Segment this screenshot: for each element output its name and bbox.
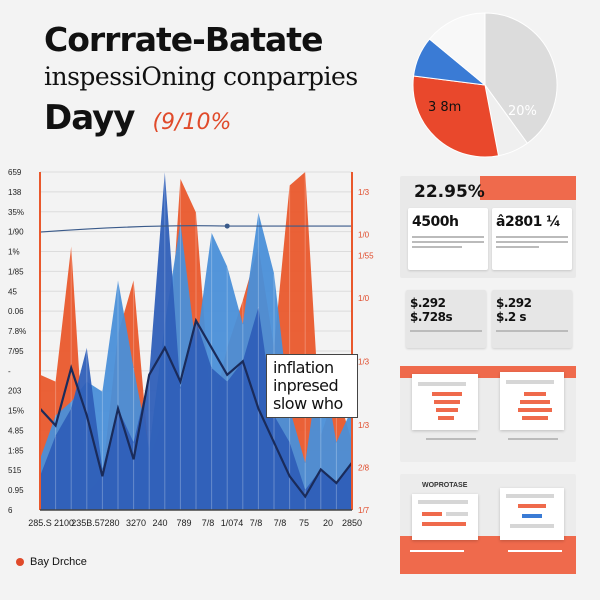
panel-1-header-value: 22.95% — [414, 182, 485, 202]
panel-2-card-2: $.292 $.2 s — [492, 290, 572, 348]
brand-logo-icon — [16, 558, 24, 566]
y-left-tick-label: 515 — [8, 466, 22, 475]
y-left-tick-label: 35% — [8, 208, 24, 217]
x-tick-label: 2100 — [54, 518, 74, 528]
pie-slice-1 — [484, 12, 558, 144]
callout-line-2: inpresed — [273, 376, 339, 395]
series-area-3 — [40, 172, 352, 510]
y-left-tick-label: 6 — [8, 506, 13, 515]
panel-3-doc-1 — [412, 374, 478, 430]
stats-panel-3 — [400, 366, 576, 462]
chart-callout: inflation inpresed slow who — [266, 354, 358, 418]
pie-label-left: 3 8m — [428, 100, 462, 115]
panel-1-card-1-value: 4500h — [412, 214, 459, 230]
callout-line-3: slow who — [273, 394, 343, 413]
title-line-1: Corrrate-Batate — [44, 20, 323, 59]
x-tick-label: 7/8 — [274, 518, 287, 528]
x-tick-label: 3270 — [126, 518, 146, 528]
pie-slice-3 — [412, 75, 500, 158]
pie-label-right: 20% — [508, 104, 537, 119]
reference-marker — [224, 223, 230, 229]
y-left-tick-label: 1/90 — [8, 228, 24, 237]
reference-line — [39, 225, 352, 233]
y-left-tick-label: 203 — [8, 387, 22, 396]
x-tick-label: 75 — [299, 518, 309, 528]
panel-3-doc-2 — [500, 372, 564, 430]
line-series — [39, 317, 353, 499]
title-percent: (9/10% — [152, 110, 232, 135]
footer-brand: Bay Drchce — [16, 556, 87, 568]
y-left-tick-label: 45 — [8, 287, 17, 296]
brand-name: Bay Drchce — [30, 556, 87, 568]
y-left-tick-label: 1/85 — [8, 267, 24, 276]
y-left-tick-label: 4.85 — [8, 426, 24, 435]
y-left-tick-label: - — [8, 367, 11, 376]
y-right-tick-label: 1/3 — [358, 188, 370, 197]
stats-panel-4: WOPROTASE — [400, 474, 576, 574]
y-right-tick-label: 1/0 — [358, 294, 370, 303]
y-left-tick-label: 659 — [8, 168, 22, 177]
panel-2-card-2-bottom: $.2 s — [496, 310, 527, 324]
x-tick-label: 1/074 — [221, 518, 244, 528]
y-left-tick-label: 7.8% — [8, 327, 26, 336]
y-right-tick-label: 1/55 — [358, 252, 374, 261]
stats-panel-1: 22.95% 4500h â2801 ¼ — [400, 176, 576, 278]
title-day: Dayy — [44, 98, 135, 138]
title-line-3: Dayy (9/10% — [44, 98, 384, 138]
y-left-tick-label: 15% — [8, 407, 24, 416]
panel-4-doc-2 — [500, 488, 564, 540]
x-tick-label: 789 — [176, 518, 191, 528]
x-tick-label: 280 — [104, 518, 119, 528]
y-right-tick-label: 1/7 — [358, 506, 370, 515]
y-left-tick-label: 138 — [8, 188, 22, 197]
y-left-tick-label: 1% — [8, 248, 20, 257]
panel-2-card-1: $.292 $.728s — [406, 290, 486, 348]
x-tick-label: 7/8 — [202, 518, 215, 528]
area-chart: 659 138 35% 1/90 1% 1/85 45 0.06 7.8% 7/95 - 203 15%… — [8, 168, 374, 528]
panel-4-red-band — [400, 536, 576, 574]
title-block: Corrrate-Batate inspessiOning conparpies… — [44, 20, 384, 139]
stats-panel-2: $.292 $.728s $.292 $.2 s — [400, 290, 576, 354]
y-right-tick-label: 1/3 — [358, 421, 370, 430]
y-left-tick-label: 0.95 — [8, 486, 24, 495]
x-tick-label: 20 — [323, 518, 333, 528]
y-left-tick-label: 1:85 — [8, 446, 24, 455]
panel-1-card-2-value: â2801 ¼ — [496, 214, 561, 230]
panel-2-card-2-top: $.292 — [496, 296, 532, 310]
panel-1-card-1: 4500h — [408, 208, 488, 270]
panel-4-title: WOPROTASE — [422, 482, 468, 489]
panel-4-doc-1 — [412, 494, 478, 540]
y-left-tick-label: 7/95 — [8, 347, 24, 356]
y-right-tick-label: 2/8 — [358, 464, 370, 473]
panel-2-card-1-bottom: $.728s — [410, 310, 453, 324]
x-tick-label: 240 — [152, 518, 167, 528]
panel-1-red-band — [480, 176, 576, 200]
callout-line-1: inflation — [273, 358, 334, 377]
panel-1-card-2: â2801 ¼ — [492, 208, 572, 270]
x-tick-label: 235B.57 — [71, 518, 105, 528]
title-line-2: inspessiOning conparpies — [44, 62, 358, 91]
x-tick-label: 2850 — [342, 518, 362, 528]
pie-slice-5 — [428, 12, 486, 87]
pie-chart — [412, 12, 558, 158]
x-tick-label: 285.S — [28, 518, 52, 528]
y-right-tick-label: 1/3 — [358, 358, 370, 367]
y-left-tick-label: 0.06 — [8, 307, 24, 316]
x-tick-label: 7/8 — [250, 518, 263, 528]
panel-2-card-1-top: $.292 — [410, 296, 446, 310]
y-right-tick-label: 1/0 — [358, 230, 370, 239]
